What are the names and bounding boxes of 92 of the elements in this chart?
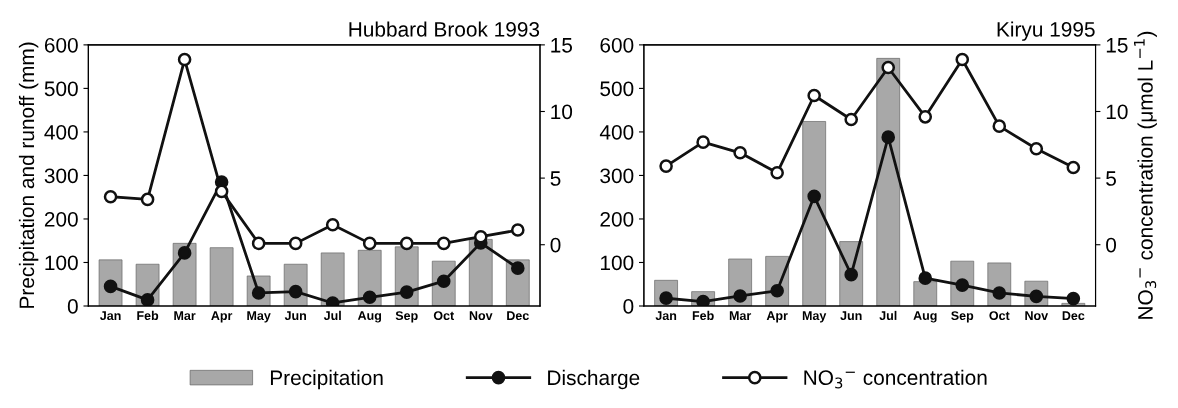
x-tick-label: Aug — [913, 311, 937, 323]
point — [140, 293, 155, 306]
point — [733, 145, 747, 160]
x-tick-label: Jun — [840, 311, 862, 321]
x-tick-label: Oct — [433, 311, 455, 321]
point — [844, 267, 859, 282]
point — [992, 286, 1007, 300]
point — [177, 52, 192, 67]
y-tick-label: 500 — [600, 81, 634, 97]
y-tick-label: 200 — [600, 211, 634, 227]
point — [770, 283, 784, 298]
legend-label: NO$_{3}$$^{−}$ concentration — [804, 369, 987, 389]
y-tick-label: 400 — [599, 124, 634, 140]
y-tick-label: 0 — [623, 299, 634, 314]
point — [214, 184, 229, 199]
y2-tick-label: 10 — [1106, 104, 1128, 120]
point — [733, 289, 747, 303]
point — [696, 135, 710, 149]
point — [844, 112, 859, 127]
point — [659, 159, 673, 173]
point — [103, 189, 118, 204]
y-axis-title: Precipitation and runoff (mm) — [18, 42, 39, 308]
point — [881, 130, 896, 144]
legend-label: Discharge — [548, 369, 640, 390]
bar — [209, 247, 234, 306]
x-tick-label: Sep — [951, 311, 974, 323]
y-tick-label: 600 — [600, 37, 634, 53]
y-tick-label: 100 — [601, 255, 634, 271]
y-tick-label: 500 — [44, 81, 78, 97]
x-tick-label: Apr — [766, 311, 788, 323]
x-tick-label: Jan — [99, 311, 121, 321]
point — [955, 52, 970, 67]
y2-tick-label: 15 — [1106, 38, 1128, 53]
point — [1066, 291, 1081, 306]
point — [177, 246, 192, 260]
x-tick-label: Dec — [507, 311, 529, 321]
point — [399, 236, 414, 251]
chart-title: Hubbard Brook 1993 — [349, 21, 540, 37]
y2-tick-label: 10 — [551, 104, 573, 120]
x-tick-label: Aug — [357, 311, 382, 323]
point — [436, 236, 451, 251]
x-tick-label: Mar — [174, 311, 196, 321]
x-tick-label: Jun — [284, 311, 307, 321]
x-tick-label: Dec — [1062, 311, 1085, 321]
point — [807, 88, 821, 103]
point — [510, 223, 525, 237]
y-tick-label: 200 — [44, 211, 78, 227]
y-tick-label: 400 — [44, 124, 78, 140]
x-tick-label: Oct — [989, 311, 1010, 321]
point — [918, 271, 933, 285]
point — [251, 236, 266, 251]
x-tick-label: May — [247, 311, 271, 323]
y-tick-label: 300 — [44, 168, 78, 184]
x-tick-label: Nov — [1025, 311, 1049, 321]
x-tick-label: Nov — [469, 311, 493, 321]
point — [140, 192, 155, 207]
y2-axis-title: NO$_{3}$$^{−}$ concentration (μmol L$^{−1}$) — [1133, 31, 1157, 319]
x-tick-label: Jul — [323, 310, 341, 321]
point — [510, 261, 525, 275]
point — [918, 110, 933, 124]
x-tick-label: Sep — [395, 311, 418, 323]
point — [992, 119, 1007, 133]
point — [399, 285, 414, 299]
legend-label: Precipitation — [270, 369, 383, 390]
y-tick-label: 100 — [45, 255, 78, 271]
x-tick-label: Feb — [137, 310, 159, 321]
y2-tick-label: 5 — [1106, 171, 1116, 186]
point — [362, 236, 377, 251]
y2-tick-label: 0 — [550, 237, 561, 253]
y-tick-label: 0 — [67, 299, 78, 314]
point — [770, 165, 784, 180]
x-tick-label: May — [802, 311, 827, 323]
point — [1066, 160, 1081, 175]
bar — [913, 281, 938, 306]
x-tick-label: Mar — [729, 311, 752, 321]
x-tick-label: Apr — [211, 311, 233, 323]
point — [1029, 141, 1044, 156]
x-tick-label: Jan — [655, 311, 677, 321]
point — [288, 236, 303, 251]
y2-tick-label: 5 — [550, 171, 561, 186]
y2-tick-label: 15 — [551, 38, 573, 53]
bar — [802, 121, 827, 306]
point — [362, 290, 377, 305]
y-tick-label: 600 — [44, 37, 78, 53]
chart-title: Kiryu 1995 — [997, 21, 1095, 41]
point — [807, 189, 821, 204]
y-tick-label: 300 — [600, 168, 634, 184]
x-tick-label: Feb — [692, 310, 714, 321]
y2-tick-label: 0 — [1106, 237, 1117, 253]
x-tick-label: Jul — [879, 310, 897, 321]
point — [881, 60, 896, 75]
point — [325, 217, 340, 232]
